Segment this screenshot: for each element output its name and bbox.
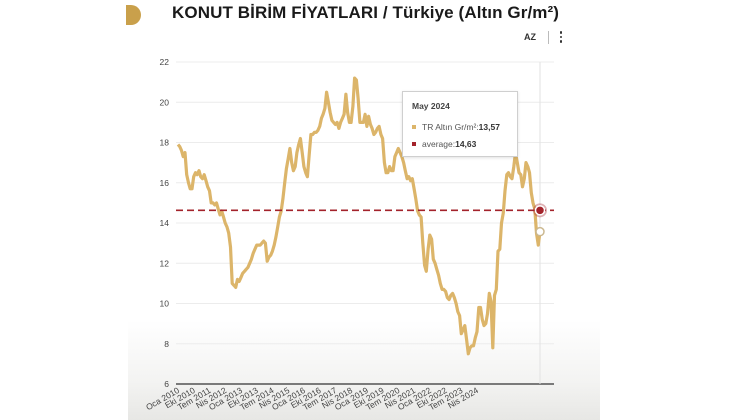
background-skyline bbox=[128, 320, 600, 420]
chart-toolbar: AZ bbox=[522, 28, 563, 46]
svg-text:16: 16 bbox=[160, 178, 170, 188]
tooltip-series-label: TR Altın Gr/m²: bbox=[422, 122, 479, 132]
sort-az-button[interactable]: AZ bbox=[524, 32, 536, 42]
svg-text:22: 22 bbox=[160, 57, 170, 67]
tooltip-average-value: 14,63 bbox=[455, 139, 477, 149]
tooltip: May 2024 TR Altın Gr/m²: 13,57 average: … bbox=[402, 91, 518, 157]
svg-text:8: 8 bbox=[164, 339, 169, 349]
hover-markers bbox=[533, 203, 547, 237]
toolbar-divider bbox=[548, 30, 549, 44]
y-axis-labels: 6 8 10 12 14 16 18 20 22 bbox=[160, 57, 170, 389]
svg-text:10: 10 bbox=[160, 299, 170, 309]
tooltip-series-row: TR Altın Gr/m²: 13,57 bbox=[412, 122, 500, 132]
tooltip-average-row: average: 14,63 bbox=[412, 139, 476, 149]
chart-title: KONUT BİRİM FİYATLARI / Türkiye (Altın G… bbox=[172, 3, 560, 22]
logo-icon bbox=[126, 5, 141, 25]
svg-text:18: 18 bbox=[160, 138, 170, 148]
average-swatch-icon bbox=[412, 142, 416, 146]
tooltip-series-value: 13,57 bbox=[478, 122, 500, 132]
tooltip-title: May 2024 bbox=[412, 101, 450, 111]
series-swatch-icon bbox=[412, 125, 416, 129]
tooltip-average-label: average: bbox=[422, 139, 456, 149]
series-line-tr-altin[interactable] bbox=[176, 76, 542, 356]
svg-text:20: 20 bbox=[160, 97, 170, 107]
more-options-icon[interactable] bbox=[559, 31, 563, 43]
svg-text:12: 12 bbox=[160, 258, 170, 268]
svg-text:6: 6 bbox=[164, 379, 169, 389]
svg-text:14: 14 bbox=[160, 218, 170, 228]
